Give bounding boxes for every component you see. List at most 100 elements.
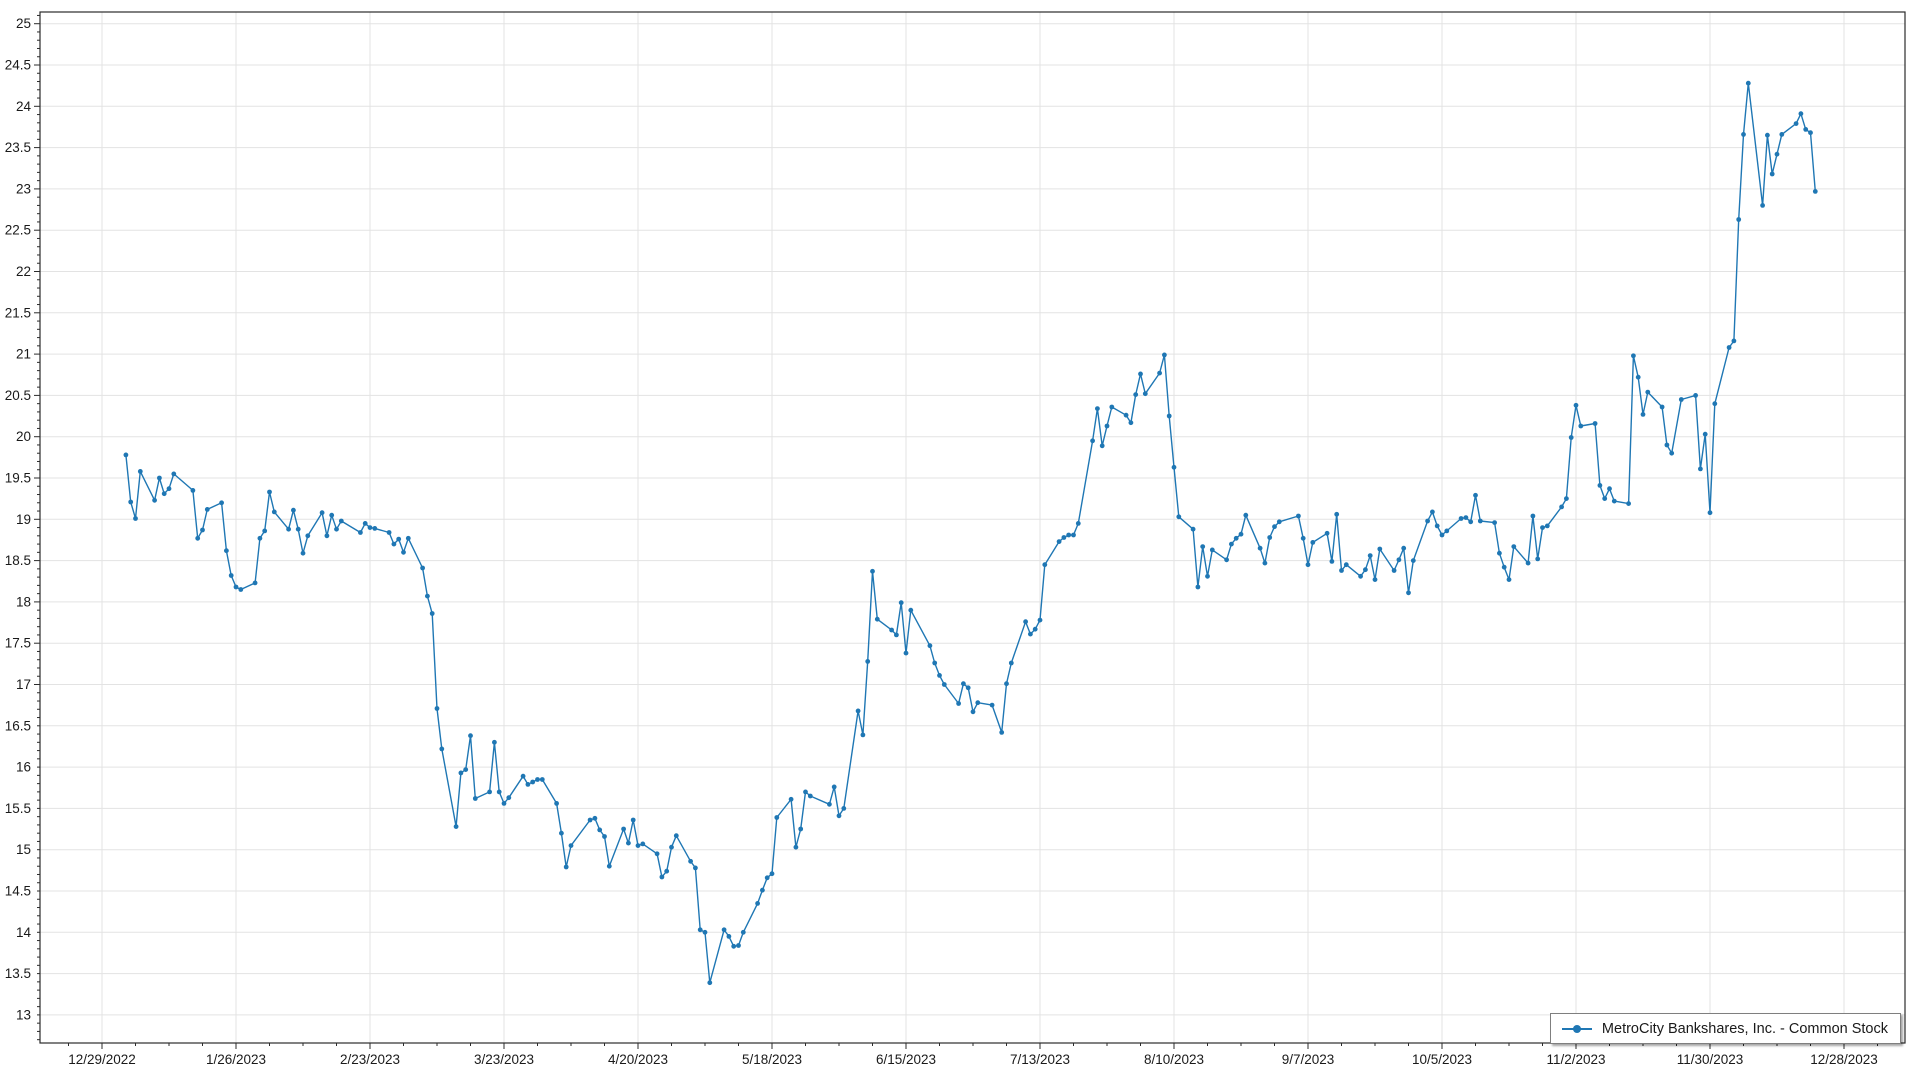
data-point-marker xyxy=(874,616,880,622)
data-point-marker xyxy=(1497,550,1502,556)
data-point-marker xyxy=(224,548,229,554)
data-point-marker xyxy=(769,871,775,877)
data-point-marker xyxy=(1564,496,1569,501)
data-point-marker xyxy=(1276,519,1282,525)
y-axis-tick-label: 16.5 xyxy=(5,718,31,733)
data-point-marker xyxy=(697,927,703,933)
data-point-marker xyxy=(1128,420,1134,426)
data-point-marker xyxy=(1745,80,1751,86)
data-point-marker xyxy=(927,643,933,649)
data-point-marker xyxy=(860,732,866,738)
data-point-marker xyxy=(865,659,871,664)
data-point-marker xyxy=(606,863,612,869)
data-point-marker xyxy=(932,660,938,666)
y-axis-tick-label: 20.5 xyxy=(5,388,31,403)
data-point-marker xyxy=(1142,391,1148,397)
data-point-marker xyxy=(626,840,631,846)
data-point-marker xyxy=(1243,512,1249,518)
data-point-marker xyxy=(1477,518,1483,524)
data-point-marker xyxy=(1324,530,1330,536)
data-point-marker xyxy=(975,700,981,706)
y-axis-tick-label: 23.5 xyxy=(5,140,31,155)
grid-lines xyxy=(40,12,1905,1043)
data-point-marker xyxy=(200,527,205,533)
data-point-marker xyxy=(439,746,445,752)
data-point-marker xyxy=(1444,528,1450,534)
data-point-marker xyxy=(1803,126,1809,132)
y-axis-tick-label: 23 xyxy=(16,181,31,196)
data-point-marker xyxy=(166,486,172,492)
data-point-marker xyxy=(530,779,536,785)
data-point-marker xyxy=(1578,423,1584,429)
price-data-points xyxy=(123,80,1818,986)
data-point-marker xyxy=(520,773,526,779)
data-point-marker xyxy=(937,673,942,678)
data-point-marker xyxy=(286,526,291,532)
data-point-marker xyxy=(1468,519,1474,525)
data-point-marker xyxy=(597,827,603,833)
data-point-marker xyxy=(841,806,847,811)
data-point-marker xyxy=(1425,518,1430,524)
data-point-marker xyxy=(898,600,904,606)
data-point-marker xyxy=(300,550,306,556)
y-axis-tick-label: 15 xyxy=(16,842,31,857)
data-point-marker xyxy=(760,887,765,893)
legend-box: MetroCity Bankshares, Inc. - Common Stoc… xyxy=(1549,1013,1901,1044)
data-point-marker xyxy=(405,535,411,541)
data-point-marker xyxy=(1004,681,1009,687)
data-point-marker xyxy=(133,516,138,521)
data-point-marker xyxy=(420,565,425,571)
data-point-marker xyxy=(453,824,459,829)
y-axis-tick-label: 24 xyxy=(16,99,32,114)
y-axis-tick-label: 14 xyxy=(16,925,32,940)
data-point-marker xyxy=(1056,539,1062,544)
data-point-marker xyxy=(1573,402,1579,408)
data-point-marker xyxy=(1339,568,1344,573)
data-point-marker xyxy=(707,980,713,986)
data-point-marker xyxy=(774,815,780,820)
data-point-marker xyxy=(1123,412,1129,418)
data-point-marker xyxy=(204,507,210,512)
data-point-marker xyxy=(1300,535,1306,541)
data-point-marker xyxy=(1334,511,1340,517)
data-point-marker xyxy=(252,580,258,586)
data-point-marker xyxy=(803,789,808,795)
data-point-marker xyxy=(468,733,473,739)
data-point-marker xyxy=(123,452,129,458)
data-point-marker xyxy=(559,830,564,836)
data-point-marker xyxy=(128,499,134,505)
data-point-marker xyxy=(496,789,502,795)
data-point-marker xyxy=(956,701,961,706)
data-point-marker xyxy=(1406,590,1411,596)
x-axis-tick-label: 6/15/2023 xyxy=(876,1052,936,1067)
data-point-marker xyxy=(1090,438,1095,444)
data-point-marker xyxy=(1678,397,1684,402)
data-point-marker xyxy=(1473,492,1478,498)
y-axis-tick-label: 22.5 xyxy=(5,223,31,238)
data-point-marker xyxy=(271,509,277,515)
data-point-marker xyxy=(492,739,497,745)
data-point-marker xyxy=(788,796,794,802)
data-point-marker xyxy=(362,521,368,526)
data-point-marker xyxy=(1501,564,1507,570)
x-axis-tick-label: 5/18/2023 xyxy=(742,1052,802,1067)
data-point-marker xyxy=(702,929,708,935)
y-axis-tick-label: 15.5 xyxy=(5,801,31,816)
data-point-marker xyxy=(669,844,674,850)
data-point-marker xyxy=(836,813,842,819)
data-point-marker xyxy=(793,844,799,850)
data-point-marker xyxy=(1458,516,1464,521)
data-point-marker xyxy=(1736,217,1742,222)
x-axis-tick-label: 4/20/2023 xyxy=(608,1052,668,1067)
data-point-marker xyxy=(688,858,693,864)
data-point-marker xyxy=(233,584,239,590)
data-point-marker xyxy=(152,497,158,503)
data-point-marker xyxy=(501,801,507,806)
data-point-marker xyxy=(1434,523,1440,529)
data-point-marker xyxy=(334,526,339,532)
data-point-marker xyxy=(506,795,512,801)
data-point-marker xyxy=(1760,203,1765,208)
data-point-marker xyxy=(1568,435,1574,440)
